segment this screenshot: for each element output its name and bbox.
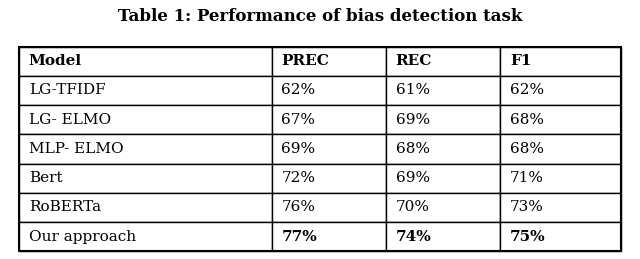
Text: 62%: 62% [282, 83, 316, 97]
Text: REC: REC [396, 54, 432, 68]
Text: 72%: 72% [282, 171, 316, 185]
Text: 62%: 62% [510, 83, 544, 97]
Text: MLP- ELMO: MLP- ELMO [29, 142, 124, 156]
Text: PREC: PREC [282, 54, 330, 68]
Text: 68%: 68% [396, 142, 430, 156]
Text: LG- ELMO: LG- ELMO [29, 113, 111, 127]
Text: 77%: 77% [282, 230, 317, 244]
Text: RoBERTa: RoBERTa [29, 200, 101, 214]
Text: Bert: Bert [29, 171, 63, 185]
Text: 74%: 74% [396, 230, 431, 244]
Text: 69%: 69% [282, 142, 316, 156]
Text: Model: Model [29, 54, 82, 68]
Text: 68%: 68% [510, 142, 544, 156]
Text: Our approach: Our approach [29, 230, 136, 244]
Text: 70%: 70% [396, 200, 430, 214]
Text: Table 1: Performance of bias detection task: Table 1: Performance of bias detection t… [118, 8, 522, 25]
Text: 76%: 76% [282, 200, 316, 214]
Text: LG-TFIDF: LG-TFIDF [29, 83, 106, 97]
Text: 61%: 61% [396, 83, 430, 97]
Text: F1: F1 [510, 54, 532, 68]
Text: 69%: 69% [396, 113, 430, 127]
Text: 73%: 73% [510, 200, 544, 214]
Text: 75%: 75% [510, 230, 546, 244]
Text: 68%: 68% [510, 113, 544, 127]
Text: 69%: 69% [396, 171, 430, 185]
Text: 67%: 67% [282, 113, 316, 127]
Text: 71%: 71% [510, 171, 544, 185]
